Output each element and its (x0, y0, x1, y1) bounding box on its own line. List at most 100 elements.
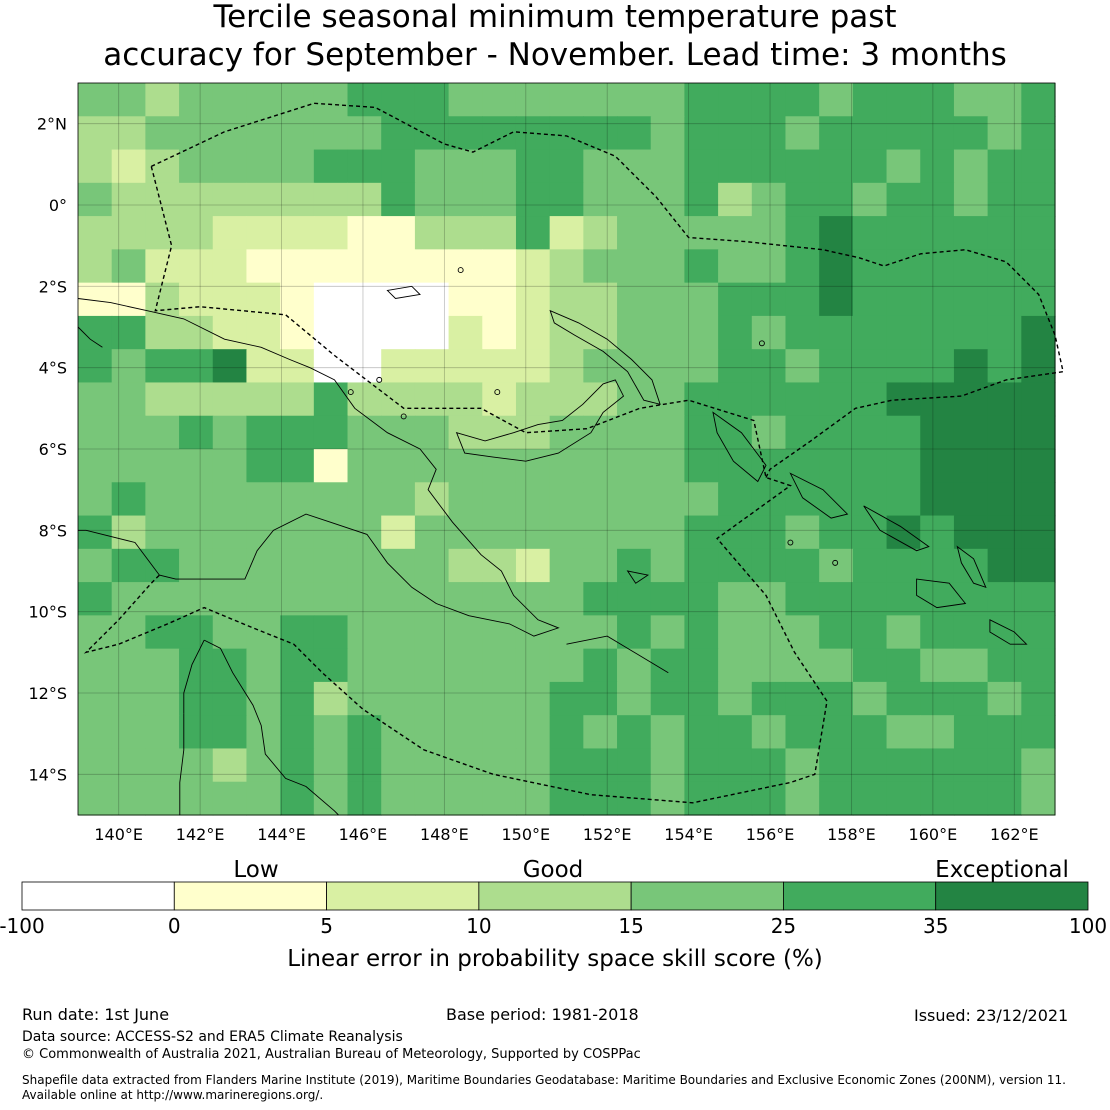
grid-cell (448, 681, 483, 716)
grid-cell (886, 249, 921, 284)
x-tick-label: 162°E (990, 825, 1039, 844)
grid-cell (886, 781, 921, 816)
coastline-woodlark (626, 570, 650, 584)
island (494, 389, 501, 396)
grid-cell (414, 349, 450, 384)
grid-cell (785, 315, 820, 350)
grid-cell (549, 515, 584, 550)
grid-cell (212, 482, 248, 517)
grid-cell (684, 282, 719, 317)
grid-cell (920, 149, 955, 184)
grid-cell (280, 315, 315, 350)
grid-cell (886, 349, 921, 384)
grid-cell (212, 681, 248, 716)
grid-cell (819, 349, 854, 384)
grid-cell (515, 748, 551, 783)
grid-cell (617, 116, 652, 151)
grid-cell (684, 582, 719, 616)
grid-cell (953, 449, 989, 483)
grid-cell (549, 681, 584, 716)
grid-cell (617, 648, 652, 683)
grid-cell (280, 116, 315, 151)
x-tick-label: 144°E (257, 825, 306, 844)
grid-cell (549, 781, 584, 816)
grid-cell (414, 548, 450, 583)
grid-cell (650, 548, 686, 583)
grid-cell (145, 548, 180, 583)
grid-cell (111, 482, 146, 517)
grid-cell (751, 83, 787, 117)
grid-cell (785, 715, 820, 750)
grid-cell (347, 116, 382, 151)
grid-cell (448, 249, 483, 284)
grid-cell (78, 315, 113, 350)
y-tick-label: 10°S (28, 603, 67, 622)
grid-cell (751, 249, 787, 284)
grid-cell (482, 315, 517, 350)
grid-cell (145, 781, 180, 816)
grid-cell (1021, 282, 1056, 317)
grid-cell (246, 482, 281, 517)
grid-cell (381, 648, 416, 683)
grid-cell (751, 216, 787, 250)
x-tick-label: 140°E (94, 825, 143, 844)
grid-cell (751, 582, 787, 616)
grid-cell (347, 382, 382, 417)
grid-cell (313, 681, 349, 716)
grid-cell (246, 748, 281, 783)
grid-cell (179, 781, 214, 816)
grid-cell (785, 282, 820, 317)
grid-cell (179, 582, 214, 616)
grid-cell (718, 315, 753, 350)
grid-cell (111, 648, 146, 683)
grid-cell (987, 182, 1022, 217)
colorbar-segment (935, 881, 1089, 911)
grid-cell (617, 582, 652, 616)
grid-cell (852, 449, 888, 483)
grid-cell (1021, 582, 1056, 616)
grid-cell (145, 216, 180, 250)
grid-cell (718, 781, 753, 816)
grid-cell (617, 315, 652, 350)
grid-cell (785, 781, 820, 816)
coastline-cape-york (203, 639, 339, 816)
grid-cell (78, 149, 113, 184)
grid-cell (819, 415, 854, 450)
grid-cell (482, 582, 517, 616)
grid-cell (111, 415, 146, 450)
grid-cell (549, 615, 584, 650)
grid-cell (920, 748, 955, 783)
grid-cell (987, 315, 1022, 350)
grid-cell (684, 615, 719, 650)
grid-cell (313, 781, 349, 816)
grid-cell (414, 116, 450, 151)
y-tick-label: 14°S (28, 765, 67, 784)
grid-cell (313, 715, 349, 750)
grid-cell (515, 681, 551, 716)
grid-cell (953, 582, 989, 616)
grid-cell (819, 748, 854, 783)
grid-cell (617, 548, 652, 583)
grid-cell (684, 83, 719, 117)
grid-cell (987, 615, 1022, 650)
grid-cell (718, 382, 753, 417)
grid-cell (212, 382, 248, 417)
grid-cell (852, 748, 888, 783)
grid-cell (718, 582, 753, 616)
island (347, 389, 354, 396)
grid-cell (414, 149, 450, 184)
grid-cell (819, 515, 854, 550)
grid-cell (347, 249, 382, 284)
grid-cell (448, 216, 483, 250)
grid-cell (347, 548, 382, 583)
grid-cell (280, 415, 315, 450)
grid-cell (246, 282, 281, 317)
eez-boundary (83, 102, 1064, 804)
grid-cell (78, 182, 113, 217)
grid-cell (684, 315, 719, 350)
grid-cell (549, 83, 584, 117)
grid-cell (448, 349, 483, 384)
grid-cell (212, 282, 248, 317)
grid-cell (246, 216, 281, 250)
grid-cell (819, 315, 854, 350)
